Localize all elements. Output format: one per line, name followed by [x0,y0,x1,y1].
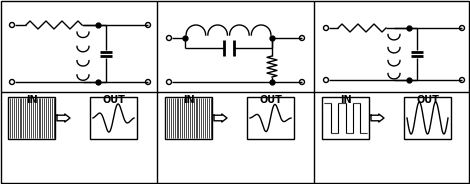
Text: IN: IN [26,95,37,105]
Bar [322,97,369,139]
Text: OUT: OUT [102,95,125,105]
Text: OUT: OUT [259,95,282,105]
Bar [404,97,451,139]
Text: IN: IN [340,95,351,105]
Text: IN: IN [183,95,194,105]
Bar [90,97,137,139]
Bar [165,97,212,139]
Bar [247,97,294,139]
Bar [8,97,55,139]
Text: OUT: OUT [416,95,439,105]
